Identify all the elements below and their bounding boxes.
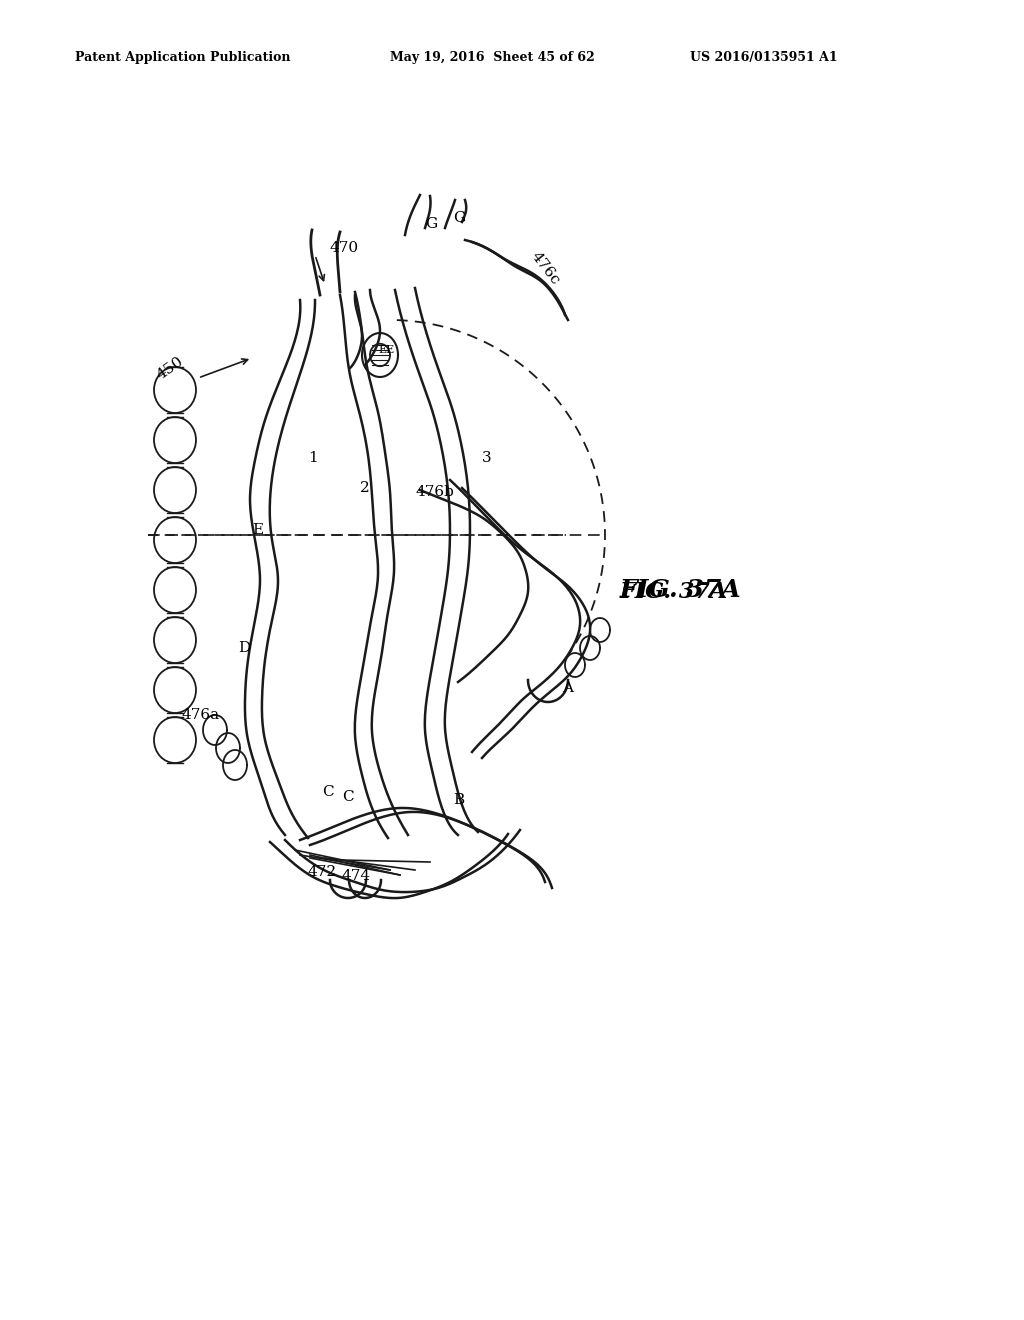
Text: EE: EE bbox=[378, 345, 394, 355]
Text: E: E bbox=[252, 523, 263, 537]
Text: 472: 472 bbox=[308, 865, 337, 879]
Text: 476b: 476b bbox=[415, 484, 454, 499]
Text: 450: 450 bbox=[154, 354, 186, 381]
Text: 470: 470 bbox=[330, 242, 359, 255]
Text: FIG. 37A: FIG. 37A bbox=[620, 581, 728, 603]
Text: 3: 3 bbox=[482, 451, 492, 465]
Text: G: G bbox=[425, 216, 437, 231]
Text: A: A bbox=[562, 681, 573, 696]
Text: 2: 2 bbox=[360, 480, 370, 495]
Text: C: C bbox=[342, 789, 353, 804]
Text: 476a: 476a bbox=[182, 708, 220, 722]
Text: C: C bbox=[322, 785, 334, 799]
Text: 474: 474 bbox=[342, 869, 371, 883]
Text: 476c: 476c bbox=[528, 249, 562, 288]
Text: G: G bbox=[453, 211, 465, 224]
Text: FIG. 37A: FIG. 37A bbox=[620, 578, 741, 602]
Text: May 19, 2016  Sheet 45 of 62: May 19, 2016 Sheet 45 of 62 bbox=[390, 51, 595, 65]
Text: 1: 1 bbox=[308, 451, 317, 465]
Text: US 2016/0135951 A1: US 2016/0135951 A1 bbox=[690, 51, 838, 65]
Text: B: B bbox=[453, 793, 464, 807]
Text: D: D bbox=[238, 642, 250, 655]
Text: Patent Application Publication: Patent Application Publication bbox=[75, 51, 291, 65]
